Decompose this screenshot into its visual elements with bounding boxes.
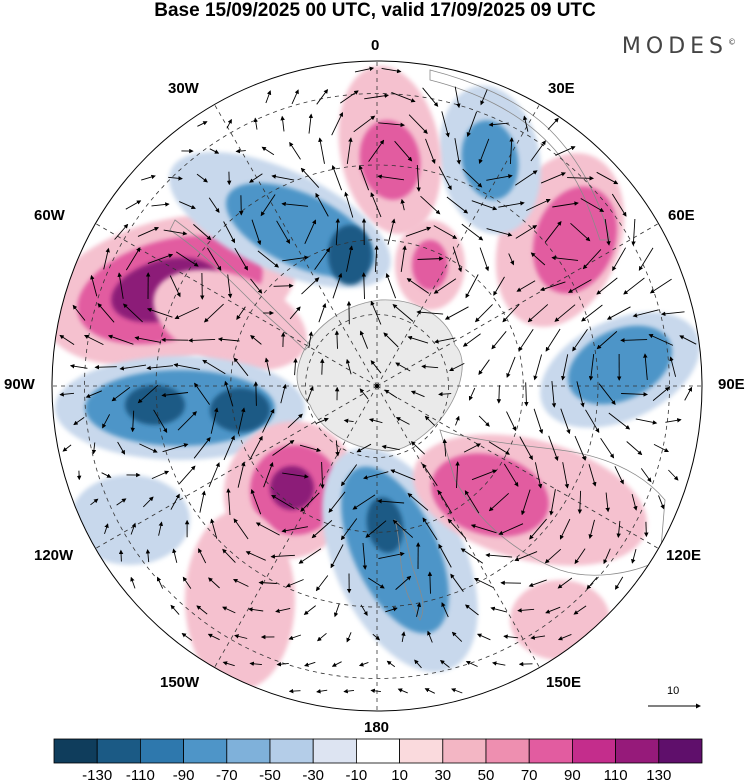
colorbar-swatch <box>227 739 270 763</box>
colorbar-tick-label: -90 <box>173 767 195 784</box>
colorbar-swatch <box>313 739 356 763</box>
colorbar-tick-label: 70 <box>521 767 538 784</box>
colorbar-swatch <box>572 739 615 763</box>
colorbar-tick-label: -10 <box>346 767 368 784</box>
colorbar-tick-label: -130 <box>82 767 112 784</box>
colorbar-swatch <box>443 739 486 763</box>
colorbar-tick-label: 110 <box>604 767 628 784</box>
colorbar-swatch <box>356 739 399 763</box>
colorbar-tick-label: 130 <box>646 767 671 784</box>
colorbar-tick-label: 50 <box>478 767 495 784</box>
colorbar-swatch <box>400 739 443 763</box>
colorbar-swatch <box>659 739 702 763</box>
colorbar-tick-label: -30 <box>302 767 324 784</box>
colorbar-tick-label: -70 <box>216 767 238 784</box>
colorbar-tick-label: 90 <box>564 767 581 784</box>
colorbar-swatch <box>529 739 572 763</box>
colorbar-swatch <box>54 739 97 763</box>
colorbar-tick-label: 30 <box>434 767 451 784</box>
colorbar-swatch <box>140 739 183 763</box>
colorbar-swatch <box>616 739 659 763</box>
colorbar-swatch <box>486 739 529 763</box>
colorbar-tick-label: -110 <box>126 767 155 784</box>
colorbar-tick-label: 10 <box>391 767 408 784</box>
colorbar-swatch <box>270 739 313 763</box>
colorbar-swatch <box>184 739 227 763</box>
colorbar-swatch <box>97 739 140 763</box>
colorbar-tick-label: -50 <box>259 767 281 784</box>
